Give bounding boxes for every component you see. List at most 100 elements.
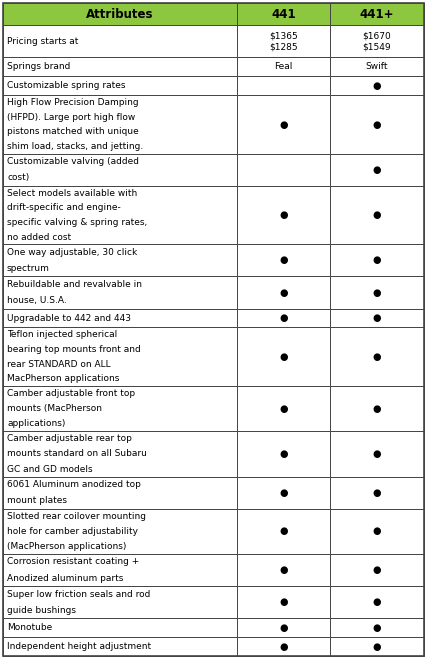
Text: hole for camber adjustability: hole for camber adjustability: [7, 527, 138, 536]
Text: ●: ●: [279, 287, 287, 297]
Text: no added cost: no added cost: [7, 233, 71, 242]
Bar: [236, 154, 329, 186]
Bar: [3, 637, 236, 656]
Bar: [329, 431, 423, 476]
Text: ●: ●: [372, 165, 380, 175]
Text: ●: ●: [372, 623, 380, 633]
Text: ●: ●: [372, 642, 380, 652]
Text: Springs brand: Springs brand: [7, 63, 70, 71]
Text: One way adjustable, 30 click: One way adjustable, 30 click: [7, 248, 137, 257]
Text: pistons matched with unique: pistons matched with unique: [7, 127, 138, 136]
Bar: [329, 637, 423, 656]
Text: Independent height adjustment: Independent height adjustment: [7, 642, 151, 651]
Bar: [236, 431, 329, 476]
Bar: [329, 509, 423, 554]
Text: ●: ●: [372, 403, 380, 414]
Text: ●: ●: [279, 565, 287, 575]
Text: ●: ●: [279, 623, 287, 633]
Text: ●: ●: [279, 527, 287, 536]
Bar: [236, 244, 329, 277]
Bar: [236, 586, 329, 618]
Text: cost): cost): [7, 173, 29, 183]
Bar: [3, 476, 236, 509]
Text: applications): applications): [7, 419, 65, 428]
Text: Select models available with: Select models available with: [7, 188, 137, 198]
Bar: [236, 76, 329, 96]
Bar: [236, 618, 329, 637]
Text: Super low friction seals and rod: Super low friction seals and rod: [7, 590, 150, 598]
Text: Corrosion resistant coating +: Corrosion resistant coating +: [7, 558, 139, 567]
Bar: [329, 244, 423, 277]
Bar: [329, 618, 423, 637]
Bar: [3, 386, 236, 431]
Text: $1670
$1549: $1670 $1549: [362, 32, 391, 51]
Bar: [3, 244, 236, 277]
Text: ●: ●: [372, 449, 380, 459]
Bar: [236, 186, 329, 244]
Bar: [329, 476, 423, 509]
Text: 441+: 441+: [359, 8, 393, 20]
Text: bearing top mounts front and: bearing top mounts front and: [7, 345, 141, 354]
Text: mounts (MacPherson: mounts (MacPherson: [7, 404, 102, 413]
Bar: [3, 154, 236, 186]
Text: Monotube: Monotube: [7, 623, 52, 632]
Text: ●: ●: [279, 119, 287, 130]
Bar: [3, 308, 236, 328]
Text: GC and GD models: GC and GD models: [7, 465, 92, 474]
Bar: [3, 618, 236, 637]
Bar: [3, 509, 236, 554]
Text: Swift: Swift: [365, 63, 387, 71]
Bar: [236, 386, 329, 431]
Bar: [329, 586, 423, 618]
Bar: [3, 328, 236, 386]
Text: drift-specific and engine-: drift-specific and engine-: [7, 204, 121, 212]
Bar: [329, 57, 423, 76]
Text: ●: ●: [279, 210, 287, 220]
Text: ●: ●: [372, 488, 380, 498]
Text: MacPherson applications: MacPherson applications: [7, 374, 119, 383]
Bar: [3, 431, 236, 476]
Text: ●: ●: [279, 449, 287, 459]
Text: ●: ●: [372, 210, 380, 220]
Text: guide bushings: guide bushings: [7, 606, 76, 615]
Text: ●: ●: [372, 256, 380, 266]
Bar: [3, 586, 236, 618]
Bar: [3, 186, 236, 244]
Bar: [236, 96, 329, 154]
Bar: [3, 57, 236, 76]
Bar: [329, 386, 423, 431]
Bar: [236, 277, 329, 308]
Bar: [3, 3, 236, 25]
Bar: [329, 154, 423, 186]
Text: Customizable valving (added: Customizable valving (added: [7, 158, 139, 166]
Text: mount plates: mount plates: [7, 496, 67, 505]
Text: Anodized aluminum parts: Anodized aluminum parts: [7, 573, 123, 583]
Text: ●: ●: [279, 488, 287, 498]
Bar: [329, 76, 423, 96]
Bar: [236, 57, 329, 76]
Bar: [329, 186, 423, 244]
Bar: [236, 554, 329, 586]
Text: mounts standard on all Subaru: mounts standard on all Subaru: [7, 449, 147, 459]
Text: Upgradable to 442 and 443: Upgradable to 442 and 443: [7, 314, 131, 322]
Text: ●: ●: [279, 642, 287, 652]
Bar: [329, 308, 423, 328]
Bar: [3, 76, 236, 96]
Text: ●: ●: [372, 352, 380, 362]
Bar: [236, 509, 329, 554]
Text: rear STANDARD on ALL: rear STANDARD on ALL: [7, 360, 110, 368]
Text: ●: ●: [372, 527, 380, 536]
Text: 6061 Aluminum anodized top: 6061 Aluminum anodized top: [7, 480, 141, 489]
Bar: [3, 554, 236, 586]
Text: Teflon injected spherical: Teflon injected spherical: [7, 330, 117, 339]
Text: Slotted rear coilover mounting: Slotted rear coilover mounting: [7, 511, 146, 521]
Text: spectrum: spectrum: [7, 264, 50, 273]
Text: Camber adjustable rear top: Camber adjustable rear top: [7, 434, 132, 444]
Bar: [329, 554, 423, 586]
Bar: [236, 328, 329, 386]
Bar: [236, 476, 329, 509]
Bar: [3, 277, 236, 308]
Bar: [329, 328, 423, 386]
Text: ●: ●: [279, 403, 287, 414]
Text: ●: ●: [279, 256, 287, 266]
